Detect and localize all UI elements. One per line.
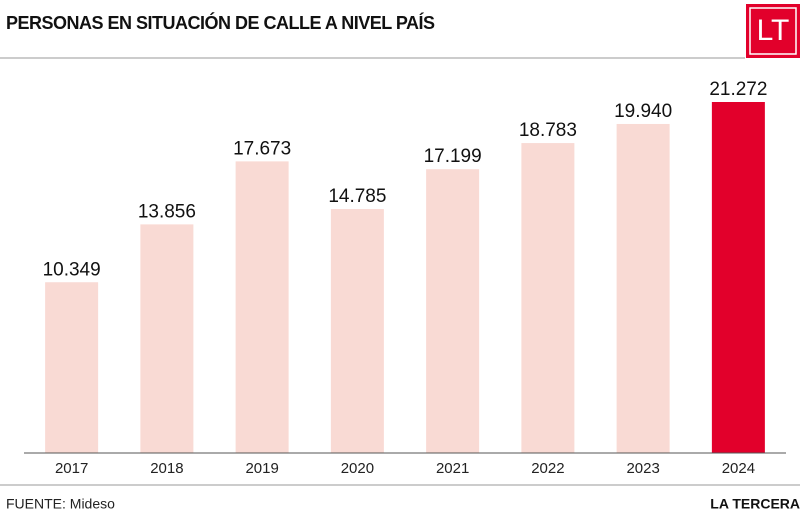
- x-tick-label: 2017: [55, 460, 88, 477]
- value-label: 17.199: [424, 146, 482, 167]
- bar: [426, 169, 480, 454]
- x-tick-label: 2019: [245, 460, 278, 477]
- bar: [711, 102, 765, 453]
- bar: [140, 224, 194, 453]
- logo-border: [749, 7, 797, 55]
- x-tick-label: 2022: [531, 460, 564, 477]
- value-label: 21.272: [709, 79, 767, 100]
- brand: LA TERCERA: [710, 496, 800, 512]
- value-label: 18.783: [519, 120, 577, 141]
- bar: [45, 282, 99, 453]
- logo-box: [746, 4, 800, 58]
- bar: [521, 143, 575, 454]
- bar: [616, 123, 670, 453]
- value-label: 10.349: [43, 259, 101, 280]
- bar: [235, 161, 289, 453]
- value-label: 17.673: [233, 138, 291, 159]
- x-tick-label: 2020: [341, 460, 374, 477]
- x-tick-label: 2024: [722, 460, 755, 477]
- bar: [330, 209, 384, 453]
- value-label: 13.856: [138, 201, 196, 222]
- value-label: 19.940: [614, 101, 672, 122]
- chart-title: PERSONAS EN SITUACIÓN DE CALLE A NIVEL P…: [6, 12, 435, 33]
- x-tick-label: 2018: [150, 460, 183, 477]
- source: FUENTE: Mideso: [6, 496, 115, 512]
- value-label: 14.785: [328, 186, 386, 207]
- logo: LT: [757, 14, 790, 47]
- x-tick-label: 2021: [436, 460, 469, 477]
- x-tick-label: 2023: [626, 460, 659, 477]
